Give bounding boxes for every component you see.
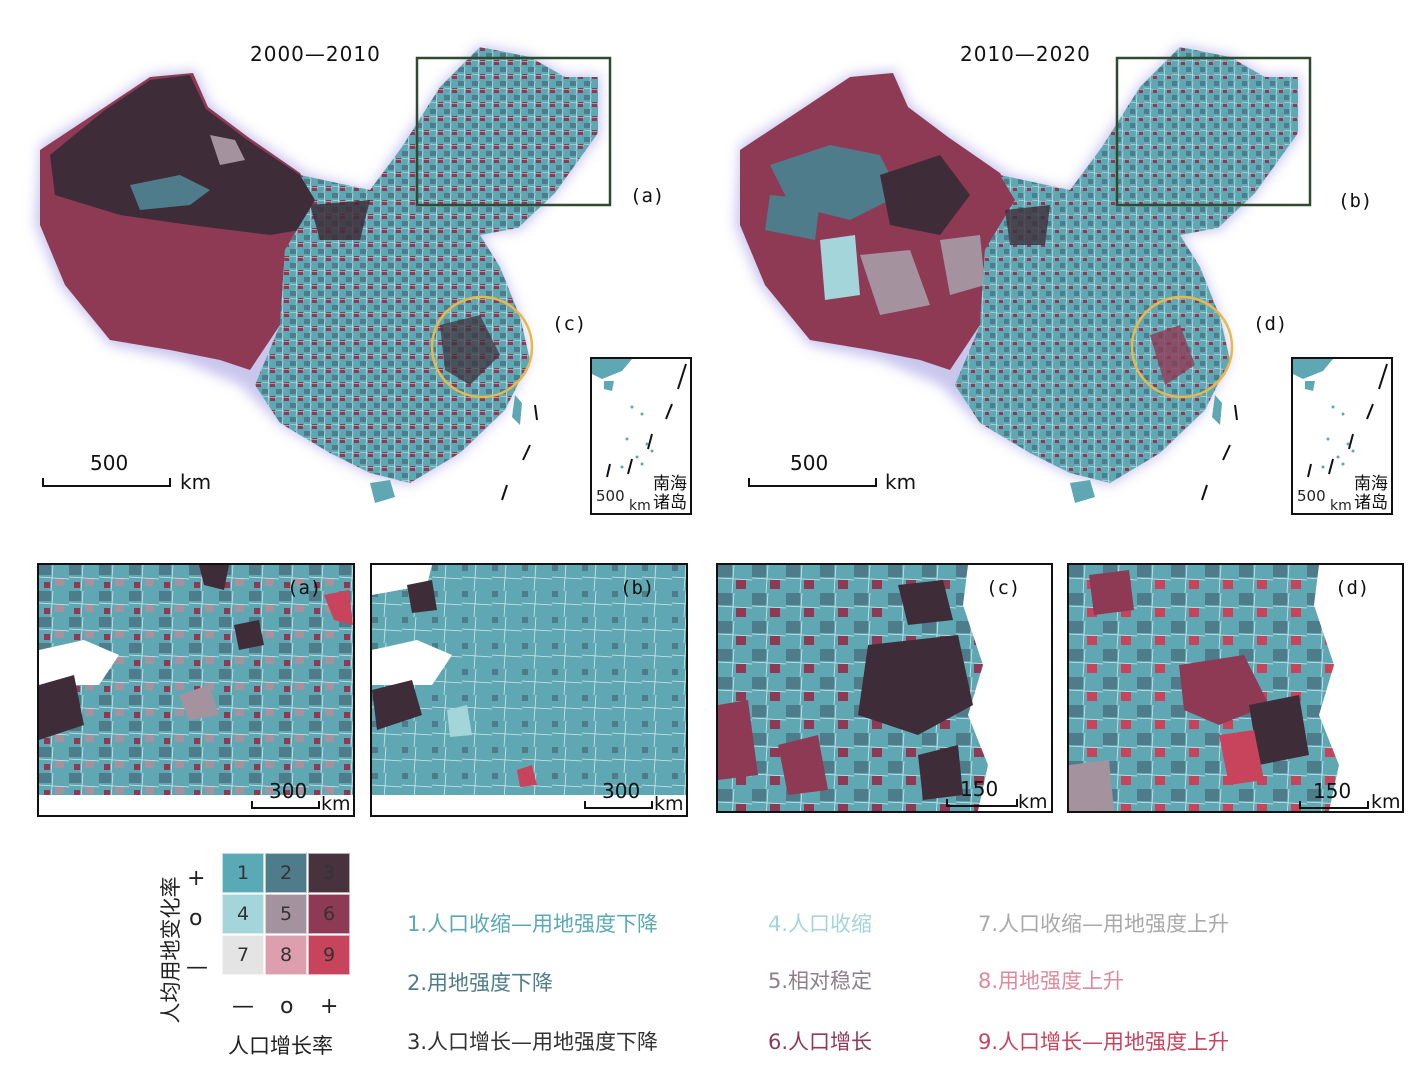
matrix-cell-6: 6 <box>308 894 350 934</box>
zoom-scale-value-c: 150 <box>960 777 999 801</box>
zoom-scale-value-d: 150 <box>1313 779 1352 803</box>
matrix-x-plus: + <box>320 994 339 1019</box>
zoom-scale-bar-d <box>1299 801 1369 809</box>
zoom-scale-bar-a <box>251 801 320 809</box>
matrix-y-title: 人均用地变化率 <box>159 876 183 1024</box>
south-china-sea-inset-left: 南海 诸岛 500 km <box>590 357 692 515</box>
period-title-left: 2000—2010 <box>250 42 381 66</box>
inset-unit-right: km <box>1330 498 1352 514</box>
zoom-label-d: (d) <box>1335 577 1370 599</box>
zoom-scale-value-b: 300 <box>602 779 641 803</box>
zoom-panel-d: (d) 150 km <box>1067 563 1404 813</box>
zoom-map-a <box>39 565 353 815</box>
legend-item-8: 8.用地强度上升 <box>978 969 1125 993</box>
legend-item-5: 5.相对稳定 <box>768 969 873 993</box>
matrix-x-minus: — <box>232 994 254 1019</box>
inset-scale-right: 500 <box>1297 487 1326 505</box>
zoom-scale-value-a: 300 <box>269 779 308 803</box>
zoom-map-c <box>718 565 1051 811</box>
inset-title-right: 南海 诸岛 <box>1354 474 1388 513</box>
map-label-d: (d) <box>1253 313 1288 335</box>
map-label-a: (a) <box>630 185 665 207</box>
zoom-label-b: (b) <box>620 577 655 599</box>
matrix-cell-7: 7 <box>222 935 264 975</box>
legend-item-3: 3.人口增长—用地强度下降 <box>407 1030 659 1054</box>
matrix-y-minus: — <box>186 955 208 980</box>
zoom-scale-unit-d: km <box>1371 791 1401 813</box>
map-label-b: (b) <box>1338 190 1373 212</box>
legend-item-7: 7.人口收缩—用地强度上升 <box>978 912 1230 936</box>
inset-scale-left: 500 <box>596 487 625 505</box>
legend-matrix: 1 2 3 4 5 6 7 8 9 <box>222 853 352 975</box>
zoom-scale-bar-c <box>946 799 1018 807</box>
zoom-map-d <box>1069 565 1402 811</box>
scale-bar-right <box>748 478 877 487</box>
zoom-map-b <box>372 565 686 815</box>
zoom-panel-b: (b) 300 km <box>370 563 688 817</box>
matrix-x-title: 人口增长率 <box>228 1034 333 1058</box>
zoom-scale-unit-b: km <box>654 793 684 815</box>
matrix-cell-8: 8 <box>265 935 307 975</box>
legend-item-6: 6.人口增长 <box>768 1030 873 1054</box>
scale-unit-left: km <box>180 470 212 494</box>
map-china-2000-2010 <box>35 45 612 503</box>
zoom-scale-unit-a: km <box>321 793 351 815</box>
matrix-cell-2: 2 <box>265 853 307 893</box>
south-china-sea-inset-right: 南海 诸岛 500 km <box>1291 357 1393 515</box>
inset-map-right <box>1293 359 1388 478</box>
matrix-cell-9: 9 <box>308 935 350 975</box>
zoom-panel-c: (c) 150 km <box>716 563 1053 813</box>
zoom-scale-bar-b <box>584 801 653 809</box>
matrix-cell-4: 4 <box>222 894 264 934</box>
zoom-scale-unit-c: km <box>1018 791 1048 813</box>
scale-value-right: 500 <box>790 451 829 475</box>
period-title-right: 2010—2020 <box>960 42 1091 66</box>
map-label-c: (c) <box>552 313 587 335</box>
legend-item-4: 4.人口收缩 <box>768 912 873 936</box>
legend-item-2: 2.用地强度下降 <box>407 971 554 995</box>
matrix-y-plus: + <box>187 866 206 891</box>
zoom-label-c: (c) <box>986 577 1021 599</box>
matrix-x-zero: o <box>280 994 294 1019</box>
matrix-cell-1: 1 <box>222 853 264 893</box>
map-china-2010-2020 <box>735 45 1312 503</box>
legend-item-1: 1.人口收缩—用地强度下降 <box>407 912 659 936</box>
matrix-cell-5: 5 <box>265 894 307 934</box>
legend-item-9: 9.人口增长—用地强度上升 <box>978 1030 1230 1054</box>
scale-value-left: 500 <box>90 451 129 475</box>
matrix-cell-3: 3 <box>308 853 350 893</box>
scale-bar-left <box>42 478 171 487</box>
inset-map-left <box>592 359 687 478</box>
scale-unit-right: km <box>885 470 917 494</box>
zoom-label-a: (a) <box>287 577 322 599</box>
inset-title-left: 南海 诸岛 <box>653 474 687 513</box>
zoom-panel-a: (a) 300 km <box>37 563 355 817</box>
matrix-y-zero: o <box>189 906 203 931</box>
inset-unit-left: km <box>629 498 651 514</box>
